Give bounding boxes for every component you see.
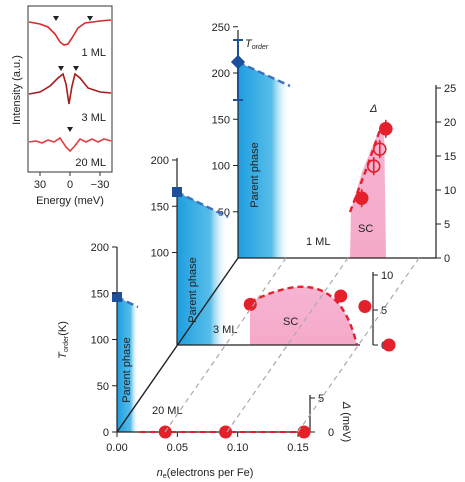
ytick-mid-tick-label-2: 200 <box>151 155 169 167</box>
ytick-back-tick-label-3: 200 <box>212 68 230 80</box>
inset-marker-left-3ml <box>58 66 64 71</box>
gap-3ml-point-0 <box>243 297 257 311</box>
xtick-label-2: 0.10 <box>227 442 248 454</box>
rtick-1ml-tick-label-0: 0 <box>444 253 450 265</box>
ytick-back-tick-label-1: 100 <box>212 161 230 173</box>
ytick-mid-tick-label-1: 150 <box>151 201 169 213</box>
rtick-1ml-tick-label-2: 10 <box>444 185 456 197</box>
parent-phase-label-20ml: Parent phase <box>121 337 133 402</box>
ytick-front-tick-label-0: 0 <box>103 427 109 439</box>
sc-label-1ml: SC <box>358 223 373 235</box>
layer-label-3ml: 3 ML <box>213 324 237 336</box>
inset-xtick-1: 0 <box>67 179 73 191</box>
panel-20ml: Parent phase 20 ML <box>112 247 311 433</box>
parent-phase-area-1ml <box>238 62 290 258</box>
inset-curve-3ml <box>28 72 112 105</box>
y-axis-title: Torder(K) <box>57 321 70 359</box>
layer-label-20ml: 20 ML <box>152 405 183 417</box>
ytick-back-tick-label-2: 150 <box>212 114 230 126</box>
inset-curve-20ml <box>28 136 112 153</box>
gap-1ml-point-0 <box>354 191 369 205</box>
sc-area-1ml <box>350 122 386 258</box>
panel-1ml: Parent phase 1 ML SC Δ Torder <box>230 30 437 259</box>
torder-marker-20ml <box>112 292 122 302</box>
inset-ylabel: Intensity (a.u.) <box>11 55 23 125</box>
x-axis-title: ne(electrons per Fe) <box>157 467 254 480</box>
sc-area-3ml <box>250 286 357 345</box>
inset-frame <box>27 5 113 173</box>
gap-3ml-point-1 <box>334 289 348 303</box>
inset-marker-right-3ml <box>73 66 79 71</box>
torder-label: Torder <box>245 38 269 51</box>
gap-3ml-point-3 <box>382 338 396 352</box>
right-ticks-1ml: 0 5 10 15 20 25 <box>436 83 456 265</box>
gap-1ml-point-2 <box>372 142 387 156</box>
rtick-1ml-tick-label-5: 25 <box>444 83 456 95</box>
y-ticks-mid: 100 150 200 <box>151 155 177 260</box>
inset-label-3ml: 3 ML <box>82 112 106 124</box>
inset-panel: 1 ML 3 ML 20 ML 30 0 −30 Energy (meV) In… <box>11 5 113 207</box>
ytick-mid-tick-label-0: 100 <box>151 248 169 260</box>
ytick-front-tick-label-1: 50 <box>97 381 109 393</box>
ytick-front-tick-label-3: 150 <box>91 288 109 300</box>
inset-xlabel: Energy (meV) <box>36 195 104 207</box>
parent-phase-label-3ml: Parent phase <box>187 257 199 322</box>
layer-label-1ml: 1 ML <box>306 236 330 248</box>
panel-3ml: Parent phase 3 ML SC <box>172 158 374 346</box>
ytick-front-tick-label-4: 200 <box>91 242 109 254</box>
delta-label-1ml: Δ <box>369 103 377 115</box>
x-ticks: 0.00 0.05 0.10 0.15 <box>106 432 309 454</box>
rtick-1ml-tick-label-4: 20 <box>444 117 456 129</box>
rtick-3ml-tick-label-1: 5 <box>381 305 387 317</box>
parent-phase-label-1ml: Parent phase <box>249 142 261 207</box>
gap-1ml-point-1 <box>366 159 381 173</box>
parent-phase-area-20ml <box>117 297 138 432</box>
gap-3ml-point-2 <box>358 300 372 313</box>
inset-label-20ml: 20 ML <box>75 157 106 169</box>
inset-xtick-0: 30 <box>34 179 46 191</box>
rtick-1ml-tick-label-3: 15 <box>444 151 456 163</box>
inset-label-1ml: 1 ML <box>82 47 106 59</box>
dashed-parent-3ml <box>176 190 229 219</box>
ytick-front-tick-label-2: 100 <box>91 335 109 347</box>
rtick-1ml-tick-label-1: 5 <box>444 219 450 231</box>
ytick-back-tick-label-4: 250 <box>212 22 230 34</box>
xtick-label-0: 0.00 <box>106 442 127 454</box>
y-ticks-front: 0 50 100 150 200 <box>91 242 117 439</box>
xtick-label-3: 0.15 <box>287 442 308 454</box>
gap-points-3ml <box>243 289 396 352</box>
rtick-20ml-0-label: 0 <box>328 427 334 439</box>
xtick-label-1: 0.05 <box>167 442 188 454</box>
inset-xtick-2: −30 <box>91 179 110 191</box>
inset-marker-left-1ml <box>53 16 59 21</box>
inset-marker-right-1ml <box>87 16 93 21</box>
torder-marker-3ml <box>172 187 182 197</box>
sc-label-3ml: SC <box>283 316 298 328</box>
dashed-parent-1ml <box>237 60 291 88</box>
dashed-sc-3ml <box>249 285 359 346</box>
gap-points-1ml <box>354 119 393 208</box>
parent-phase-area-3ml <box>177 192 228 345</box>
gap-20ml-point-1 <box>219 425 233 439</box>
rtick-3ml-tick-label-2: 10 <box>381 270 393 282</box>
gap-1ml-point-3 <box>378 122 393 136</box>
perspective-lines <box>116 257 420 433</box>
inset-curve-1ml <box>28 19 112 46</box>
delta-axis-title: Δ(meV) <box>340 401 352 442</box>
gap-20ml-point-2 <box>297 425 311 439</box>
inset-marker-20ml <box>67 127 73 132</box>
